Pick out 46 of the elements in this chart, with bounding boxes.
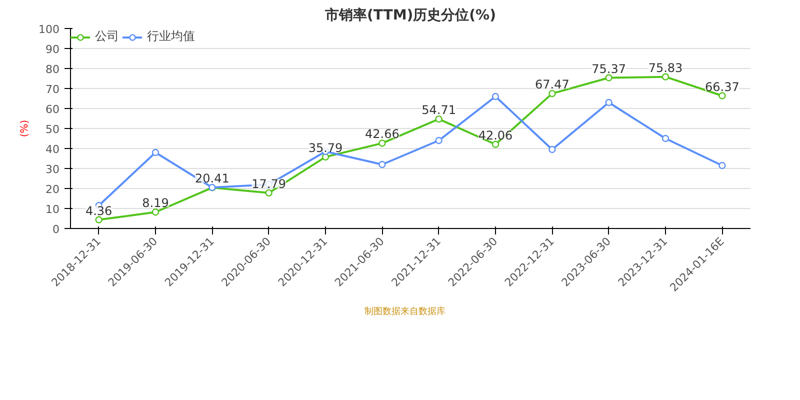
y-axis-title: (%) <box>20 120 31 138</box>
point <box>605 74 612 82</box>
y-tick-label: 90 <box>46 43 60 56</box>
point <box>718 162 726 170</box>
y-tick-label: 60 <box>46 103 60 116</box>
data-label: 8.19 <box>142 196 169 210</box>
point <box>548 146 556 154</box>
data-label: 17.79 <box>252 176 286 191</box>
y-tick-label: 30 <box>46 163 60 176</box>
y-tick-label: 20 <box>46 183 60 196</box>
data-label: 75.83 <box>648 60 683 75</box>
text: 制图数据来自数据库 <box>364 306 446 319</box>
y-tick-label: 100 <box>38 23 60 36</box>
data-label: 42.66 <box>364 127 400 142</box>
point <box>492 140 500 148</box>
point <box>152 208 160 216</box>
data-label: 42.06 <box>478 128 513 142</box>
point <box>662 73 670 80</box>
data-label: 4.36 <box>85 204 112 218</box>
data-label: 20.41 <box>194 172 230 186</box>
point <box>435 136 442 144</box>
point <box>605 98 612 106</box>
y-tick-label: 0 <box>52 223 60 236</box>
point <box>548 90 556 98</box>
y-tick-label: 10 <box>46 203 60 216</box>
data-label: 67.47 <box>534 78 570 92</box>
point <box>152 148 160 156</box>
point <box>378 140 386 147</box>
point <box>435 115 442 123</box>
legend-label: 公司 <box>95 28 119 45</box>
point <box>95 216 102 224</box>
data-label: 35.79 <box>308 140 343 155</box>
point <box>378 160 386 168</box>
data-label: 66.37 <box>704 80 740 94</box>
y-tick-label: 70 <box>46 83 60 96</box>
data-label: 75.37 <box>592 62 626 76</box>
legend-label: 行业均值 <box>147 28 195 45</box>
y-tick-label: 80 <box>46 63 60 76</box>
point <box>492 92 500 100</box>
point <box>265 189 272 197</box>
y-tick-label: 50 <box>46 123 60 136</box>
y-tick-label: 40 <box>46 143 60 156</box>
point <box>718 92 726 100</box>
data-label: 54.71 <box>422 103 456 118</box>
point <box>662 134 670 142</box>
chart-title: 市销率(TTM)历史分位(%) <box>324 6 496 24</box>
